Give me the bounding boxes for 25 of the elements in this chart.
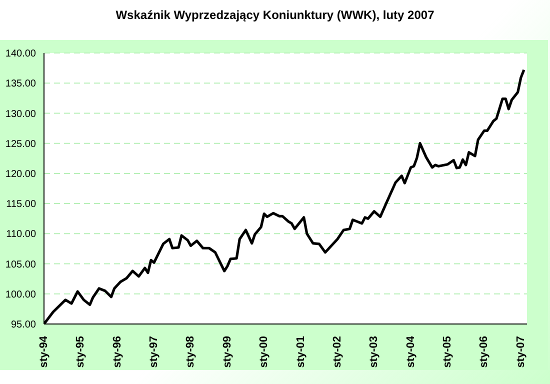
- x-tick-label: sty-06: [478, 336, 490, 368]
- x-tick-label: sty-99: [221, 336, 234, 368]
- y-tick-label: 115.00: [6, 199, 36, 210]
- y-tick-label: 105.00: [5, 259, 36, 270]
- x-tick-label: sty-00: [258, 336, 270, 368]
- x-tick-label: sty-94: [38, 335, 50, 368]
- x-tick-label: sty-02: [331, 336, 344, 368]
- x-tick-label: sty-04: [404, 335, 417, 368]
- x-tick-label: sty-96: [111, 336, 124, 368]
- y-tick-label: 130.00: [5, 108, 36, 120]
- x-tick-label: sty-97: [148, 336, 160, 368]
- y-tick-label: 140.00: [5, 48, 36, 60]
- x-tick-label: sty-05: [442, 336, 454, 368]
- x-tick-label: sty-01: [294, 336, 307, 368]
- y-tick-label: 100.00: [5, 289, 36, 300]
- y-tick-label: 120.00: [5, 168, 36, 180]
- y-tick-label: 110.00: [6, 229, 36, 240]
- x-tick-label: sty-95: [74, 336, 87, 368]
- y-tick-label: 125.00: [5, 138, 36, 150]
- x-tick-label: sty-07: [514, 336, 527, 368]
- y-tick-label: 95.00: [10, 320, 36, 331]
- y-tick-label: 135.00: [5, 78, 36, 90]
- chart-title: Wskaźnik Wyprzedzający Koniunktury (WWK), luty 2007: [114, 8, 436, 22]
- x-tick-label: sty-98: [184, 336, 197, 368]
- x-tick-label: sty-03: [368, 336, 380, 368]
